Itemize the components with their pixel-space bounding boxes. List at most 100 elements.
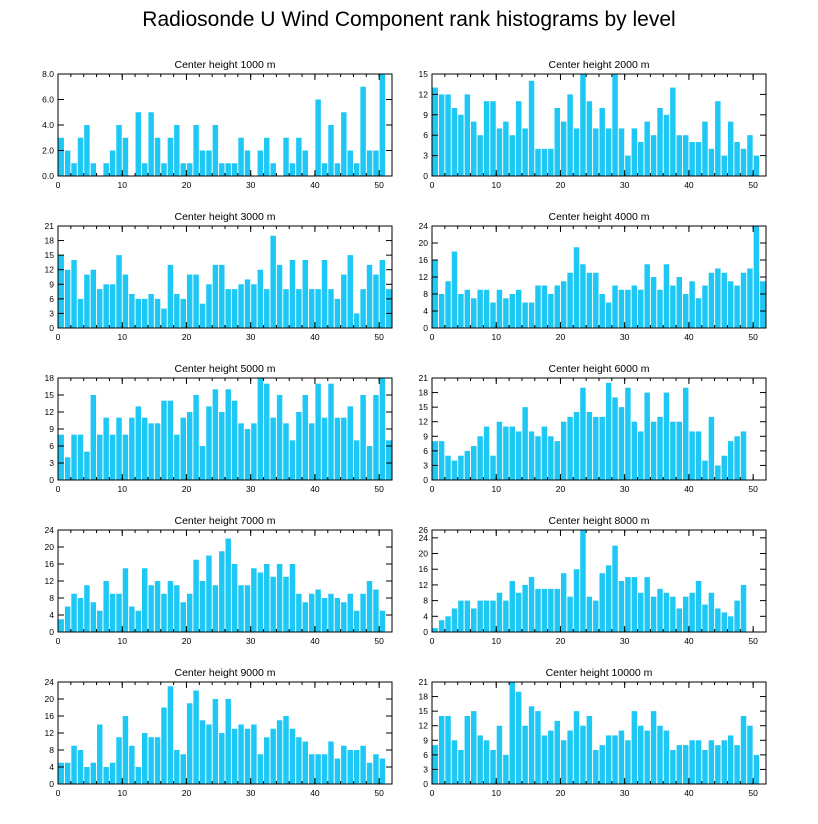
histogram-bar [721, 155, 727, 176]
x-tick-label: 40 [684, 636, 694, 646]
histogram-bar [257, 150, 264, 176]
histogram-bar [644, 264, 650, 328]
histogram-bar [154, 298, 161, 328]
histogram-bar [328, 289, 334, 328]
x-tick-label: 20 [182, 332, 192, 342]
histogram-bar [573, 128, 580, 176]
histogram-bar [432, 87, 438, 176]
x-tick-label: 0 [430, 636, 435, 646]
y-tick-label: 0 [423, 779, 428, 789]
histogram-bar [605, 565, 612, 632]
histogram-bar [612, 545, 618, 632]
histogram-bar [695, 298, 702, 328]
x-tick-label: 40 [310, 180, 320, 190]
y-tick-label: 4.0 [42, 120, 54, 130]
histogram-bar [206, 724, 212, 784]
x-tick-label: 0 [430, 180, 435, 190]
histogram-bar [631, 285, 638, 328]
histogram-bar [167, 581, 174, 632]
y-tick-label: 0 [423, 475, 428, 485]
histogram-bar [90, 163, 97, 176]
x-tick-label: 0 [430, 332, 435, 342]
histogram-bar [186, 412, 193, 480]
y-tick-label: 0 [423, 171, 428, 181]
histogram-bar [244, 150, 251, 176]
histogram-bar [560, 421, 567, 480]
histogram-bar [496, 592, 503, 632]
histogram-bar [612, 397, 618, 480]
histogram-bar [366, 150, 373, 176]
histogram-bar [535, 588, 541, 632]
histogram-bar [161, 163, 167, 176]
histogram-bar [238, 585, 244, 632]
x-tick-label: 20 [182, 788, 192, 798]
histogram-bar [321, 417, 328, 480]
histogram-bar [458, 455, 464, 480]
y-tick-label: 18 [419, 692, 429, 702]
y-tick-label: 2.0 [42, 146, 54, 156]
histogram-bar [161, 400, 167, 480]
histogram-bar [360, 86, 366, 176]
histogram-bar [625, 387, 631, 480]
histogram-bar [503, 754, 509, 784]
histogram-bar [321, 163, 328, 176]
histogram-bar [174, 750, 180, 784]
histogram-bar [283, 716, 289, 784]
panel-title: Center height 7000 m [175, 515, 276, 527]
histogram-bar [276, 564, 283, 632]
histogram-bar [116, 593, 122, 632]
histogram-bar [432, 745, 438, 784]
histogram-bar [657, 725, 663, 784]
x-tick-label: 50 [374, 636, 384, 646]
x-tick-label: 50 [748, 180, 758, 190]
histogram-bar [471, 298, 477, 328]
x-tick-label: 30 [620, 332, 630, 342]
histogram-bar [727, 441, 734, 480]
histogram-bar [129, 745, 135, 784]
histogram-bar [289, 163, 296, 176]
x-tick-label: 0 [56, 484, 61, 494]
histogram-bar [347, 750, 353, 784]
histogram-bar [618, 128, 625, 176]
x-tick-label: 10 [117, 180, 127, 190]
histogram-bar [593, 272, 599, 328]
y-tick-label: 20 [45, 542, 55, 552]
y-tick-label: 18 [45, 373, 55, 383]
histogram-bar [219, 551, 225, 632]
histogram-bar [231, 289, 238, 328]
histogram-bar [64, 762, 71, 784]
histogram-bar [122, 568, 129, 632]
histogram-bar [625, 577, 631, 632]
histogram-bar [548, 588, 554, 632]
x-tick-label: 10 [117, 636, 127, 646]
histogram-bar [315, 589, 321, 632]
histogram-bar [638, 431, 644, 480]
histogram-bar [682, 745, 689, 784]
histogram-bar [334, 417, 341, 480]
histogram-bar [445, 616, 451, 632]
histogram-bar [244, 429, 251, 480]
histogram-bar [289, 564, 296, 632]
histogram-bar [477, 436, 483, 480]
y-tick-label: 6 [423, 750, 428, 760]
histogram-bar [721, 612, 727, 632]
histogram-bar [161, 707, 167, 784]
histogram-bar [122, 274, 129, 328]
histogram-bar [90, 762, 97, 784]
y-tick-label: 24 [45, 677, 55, 687]
histogram-bar [167, 137, 174, 176]
histogram-bar [573, 247, 580, 328]
histogram-bar [315, 99, 321, 176]
histogram-bar [670, 596, 676, 632]
histogram-bar [740, 272, 747, 328]
panel-title: Center height 2000 m [549, 59, 650, 71]
panel-title: Center height 3000 m [175, 211, 276, 223]
y-tick-label: 8 [49, 593, 54, 603]
histogram-bar [264, 137, 270, 176]
histogram-bar [644, 577, 650, 632]
histogram-bar [509, 426, 516, 480]
histogram-bar [135, 610, 142, 632]
histogram-bar [612, 74, 618, 176]
histogram-bar [141, 568, 148, 632]
